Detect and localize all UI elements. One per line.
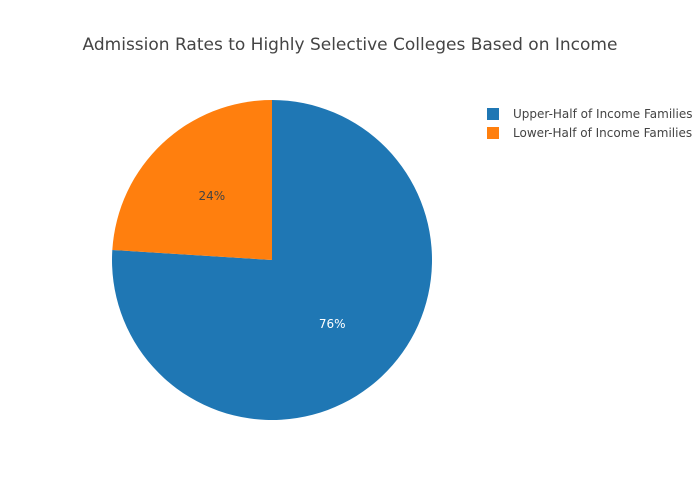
legend-swatch-1[interactable] [487,127,499,139]
legend-swatch-0[interactable] [487,108,499,120]
chart-title: Admission Rates to Highly Selective Coll… [83,35,618,55]
legend-label-0[interactable]: Upper-Half of Income Families [513,107,692,121]
legend: Upper-Half of Income Families Lower-Half … [487,107,692,140]
pie-slice-label-1: 24% [198,189,225,203]
legend-label-1[interactable]: Lower-Half of Income Families [513,126,692,140]
pie-slices [112,100,433,420]
pie-slice-1 [112,100,272,260]
pie-slice-labels: 76% 24% [198,189,345,331]
pie-slice-0 [112,100,433,420]
pie-slice-label-0: 76% [319,317,346,331]
